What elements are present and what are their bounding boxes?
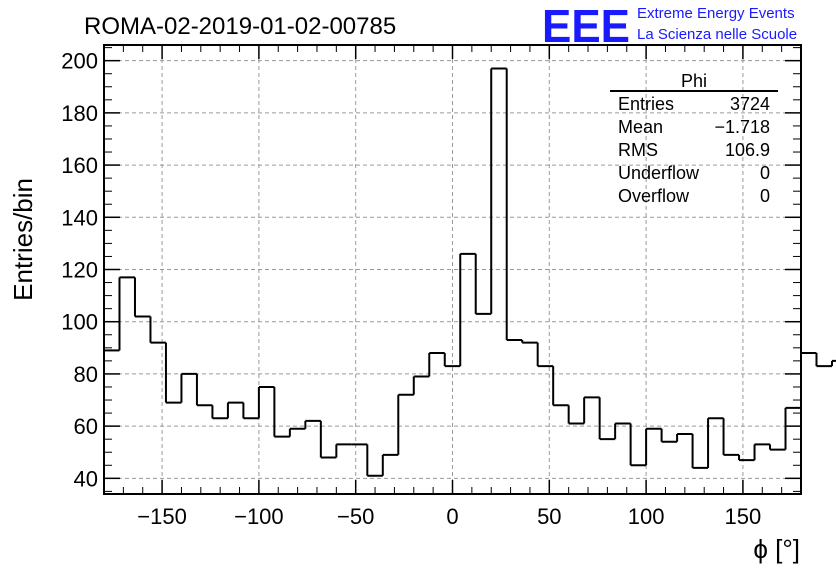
x-tick-label: −50 bbox=[337, 504, 374, 529]
x-tick-label: 150 bbox=[725, 504, 762, 529]
histogram-bin bbox=[707, 417, 724, 468]
histogram-bin bbox=[645, 427, 662, 466]
histogram-bin bbox=[273, 386, 290, 438]
histogram-bin bbox=[428, 352, 445, 377]
eee-logo-mark: EEE bbox=[542, 0, 630, 52]
plot-frame bbox=[103, 44, 802, 495]
histogram-bin bbox=[381, 453, 399, 476]
x-tick-label: 0 bbox=[446, 504, 458, 529]
y-tick-label: 160 bbox=[61, 153, 98, 178]
eee-logo-line2: La Scienza nelle Scuole bbox=[637, 26, 797, 43]
histogram-bin bbox=[195, 373, 213, 407]
stats-row-label: Mean bbox=[618, 117, 663, 137]
y-tick-label: 80 bbox=[74, 362, 98, 387]
histogram-bin bbox=[769, 444, 786, 451]
y-tick-label: 140 bbox=[61, 205, 98, 230]
stats-row-value: 106.9 bbox=[725, 140, 770, 160]
histogram-bin bbox=[490, 67, 507, 314]
histogram-bin bbox=[800, 352, 817, 408]
histogram-bin bbox=[257, 385, 275, 419]
axes: −150 −100 −50 0 50 100 150 40 60 80 100 120 140 160 18… bbox=[61, 45, 801, 529]
y-axis-label: Entries/bin bbox=[8, 178, 38, 301]
histogram-bin bbox=[521, 339, 538, 344]
y-tick-label: 40 bbox=[74, 466, 98, 491]
y-tick-label: 100 bbox=[61, 310, 98, 335]
stats-row-label: RMS bbox=[618, 140, 658, 160]
histogram-bin bbox=[211, 405, 228, 420]
histogram-bin bbox=[722, 418, 740, 456]
y-tick-label: 60 bbox=[74, 414, 98, 439]
histogram-bin bbox=[459, 252, 476, 367]
histogram-bin bbox=[226, 401, 244, 419]
x-tick-label: 50 bbox=[537, 504, 561, 529]
histogram-bin bbox=[288, 427, 306, 437]
x-tick-label: −150 bbox=[137, 504, 187, 529]
eee-logo-line1: Extreme Energy Events bbox=[637, 5, 795, 22]
x-tick-label: −100 bbox=[234, 504, 284, 529]
histogram-bin bbox=[474, 253, 492, 315]
y-tick-label: 200 bbox=[61, 49, 98, 74]
histogram-bin bbox=[552, 366, 569, 407]
histogram-bin bbox=[149, 316, 166, 344]
eee-logo: EEE Extreme Energy Events La Scienza nel… bbox=[542, 0, 797, 52]
histogram-bin bbox=[335, 443, 352, 458]
x-axis-label: ϕ [°] bbox=[753, 534, 800, 564]
histogram-bin bbox=[830, 359, 836, 367]
stats-row-value: −1.718 bbox=[714, 117, 770, 137]
y-tick-label: 120 bbox=[61, 258, 98, 283]
stats-row-value: 0 bbox=[760, 186, 770, 206]
histogram-bin bbox=[676, 432, 693, 442]
stats-box: Phi Entries 3724 Mean −1.718 RMS 106.9 Underfl… bbox=[610, 71, 778, 206]
stats-box-title: Phi bbox=[681, 71, 707, 91]
histogram-bin bbox=[397, 393, 414, 455]
histogram-bin bbox=[366, 444, 383, 477]
histogram-bin bbox=[738, 454, 755, 462]
grid bbox=[104, 45, 801, 494]
histogram-bin bbox=[598, 397, 616, 441]
stats-row-value: 0 bbox=[760, 163, 770, 183]
chart-title: ROMA-02-2019-01-02-00785 bbox=[84, 13, 396, 40]
histogram-bin bbox=[443, 353, 461, 368]
histogram-series bbox=[104, 67, 836, 477]
stats-row-label: Overflow bbox=[618, 186, 690, 206]
stats-row-label: Underflow bbox=[618, 163, 700, 183]
stats-row-label: Entries bbox=[618, 94, 674, 114]
histogram-bin bbox=[815, 353, 832, 368]
histogram-bin bbox=[319, 420, 337, 459]
histogram-bin bbox=[304, 419, 321, 429]
histogram-bin bbox=[660, 428, 678, 443]
histogram-bin bbox=[536, 342, 554, 368]
histogram-bin bbox=[242, 402, 259, 420]
histogram-bin bbox=[412, 375, 430, 395]
histogram-bin bbox=[118, 276, 135, 351]
y-tick-label: 180 bbox=[61, 101, 98, 126]
histogram-bin bbox=[784, 406, 801, 450]
histogram-bin bbox=[505, 68, 523, 341]
histogram-bin bbox=[691, 433, 709, 469]
stats-row-value: 3724 bbox=[730, 94, 770, 114]
histogram-bin bbox=[614, 422, 631, 440]
histogram-bin bbox=[164, 342, 182, 404]
histogram-bin bbox=[567, 405, 585, 425]
histogram-bin bbox=[629, 423, 647, 467]
histogram-bin bbox=[583, 396, 600, 424]
histogram-bin bbox=[180, 372, 197, 403]
histogram-bin bbox=[753, 443, 771, 461]
x-tick-label: 100 bbox=[628, 504, 665, 529]
histogram-bin bbox=[133, 277, 151, 318]
stats-rows: Entries 3724 Mean −1.718 RMS 106.9 Underflow 0 O… bbox=[618, 94, 770, 206]
